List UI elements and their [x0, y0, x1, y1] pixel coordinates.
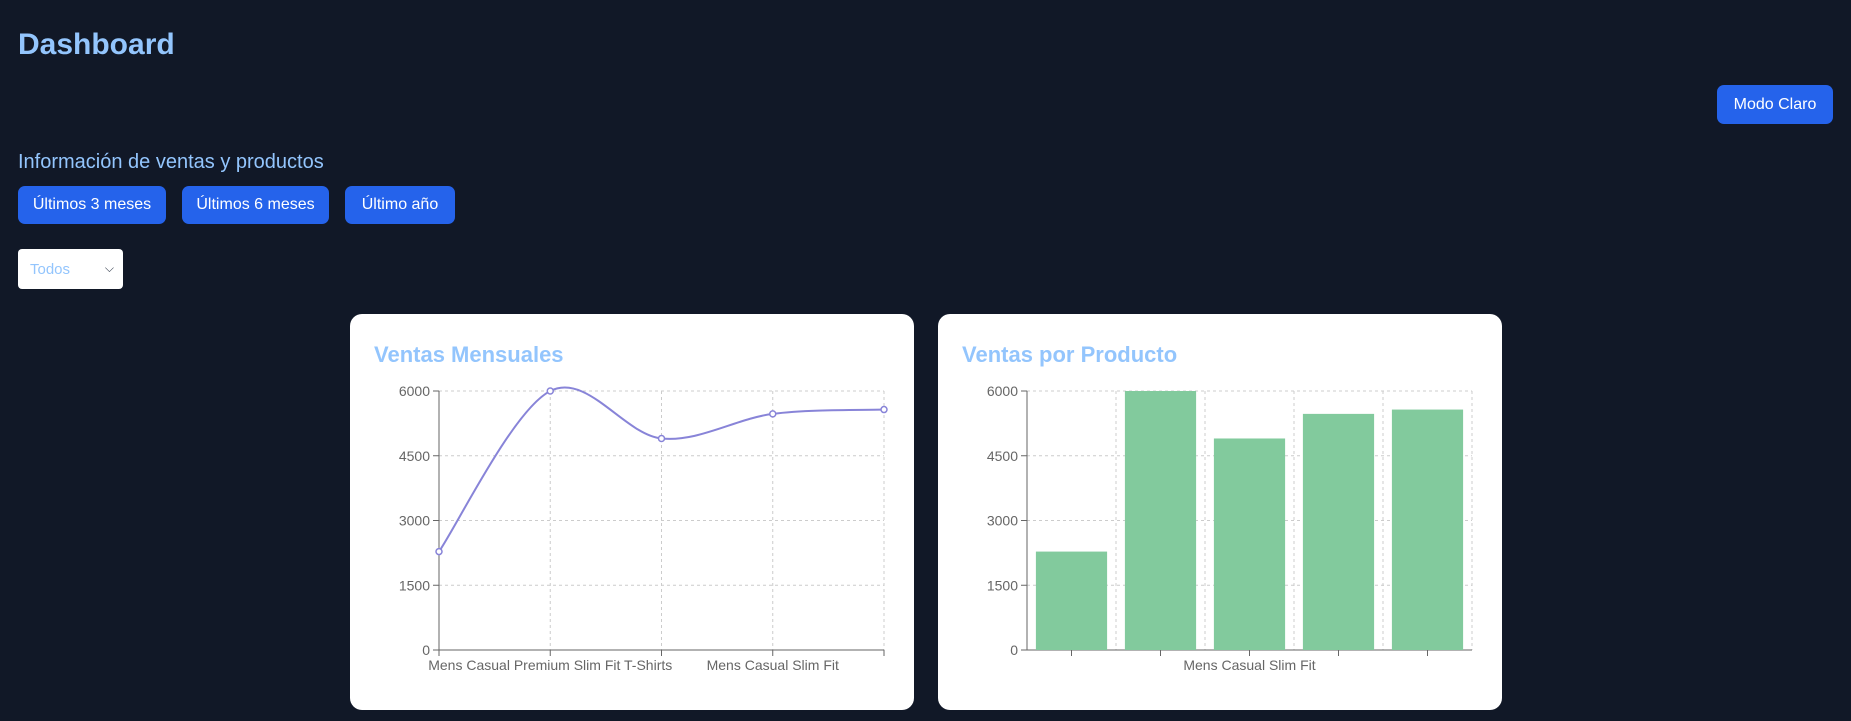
- line-point[interactable]: [880, 405, 888, 414]
- y-tick-label: 0: [422, 642, 430, 658]
- y-tick-label: 3000: [987, 513, 1018, 529]
- product-sales-chart: 0 1500 3000 4500 6000 Mens Casual Slim Fit: [987, 383, 1473, 673]
- monthly-sales-card: Ventas Mensuales 0 1500 3000 4500 6000 Mens C…: [350, 314, 914, 710]
- filter-6-months-button[interactable]: Últimos 6 meses: [182, 186, 329, 224]
- line-point[interactable]: [657, 434, 666, 443]
- x-tick-label: Mens Casual Premium Slim Fit T-Shirts: [428, 657, 672, 673]
- monthly-sales-title: Ventas Mensuales: [374, 342, 564, 367]
- y-tick-label: 1500: [399, 577, 430, 593]
- product-select[interactable]: Todos ⌵: [18, 249, 123, 289]
- sales-bar[interactable]: [1213, 438, 1286, 650]
- sales-line: [438, 386, 885, 553]
- product-select-value: Todos: [30, 260, 71, 278]
- filter-last-year-button[interactable]: Último año: [345, 186, 455, 224]
- y-tick-label: 1500: [987, 577, 1018, 593]
- filter-3-months-button[interactable]: Últimos 3 meses: [18, 186, 166, 224]
- line-point[interactable]: [546, 387, 554, 395]
- chevron-down-icon: ⌵: [104, 261, 114, 275]
- page-title: Dashboard: [18, 28, 175, 61]
- y-tick-label: 4500: [987, 448, 1018, 464]
- sales-bar[interactable]: [1124, 391, 1197, 650]
- product-sales-card: Ventas por Producto 0 1500 3000 4500 6000 Men…: [938, 314, 1502, 710]
- monthly-sales-chart: 0 1500 3000 4500 6000 Mens Casual Premium Sli…: [399, 383, 888, 673]
- x-tick-label: Mens Casual Slim Fit: [1183, 657, 1315, 673]
- y-tick-label: 3000: [399, 513, 430, 529]
- y-tick-label: 6000: [987, 383, 1018, 399]
- theme-toggle-button[interactable]: Modo Claro: [1717, 85, 1833, 124]
- product-sales-title: Ventas por Producto: [962, 342, 1178, 367]
- y-tick-label: 0: [1010, 642, 1018, 658]
- section-subtitle: Información de ventas y productos: [18, 151, 324, 173]
- sales-bar[interactable]: [1035, 551, 1108, 650]
- y-tick-label: 4500: [399, 448, 430, 464]
- line-point[interactable]: [435, 547, 443, 556]
- y-tick-label: 6000: [399, 383, 430, 399]
- sales-bar[interactable]: [1302, 413, 1375, 650]
- sales-bar[interactable]: [1391, 409, 1464, 650]
- line-point[interactable]: [769, 410, 777, 418]
- x-tick-label: Mens Casual Slim Fit: [707, 657, 839, 673]
